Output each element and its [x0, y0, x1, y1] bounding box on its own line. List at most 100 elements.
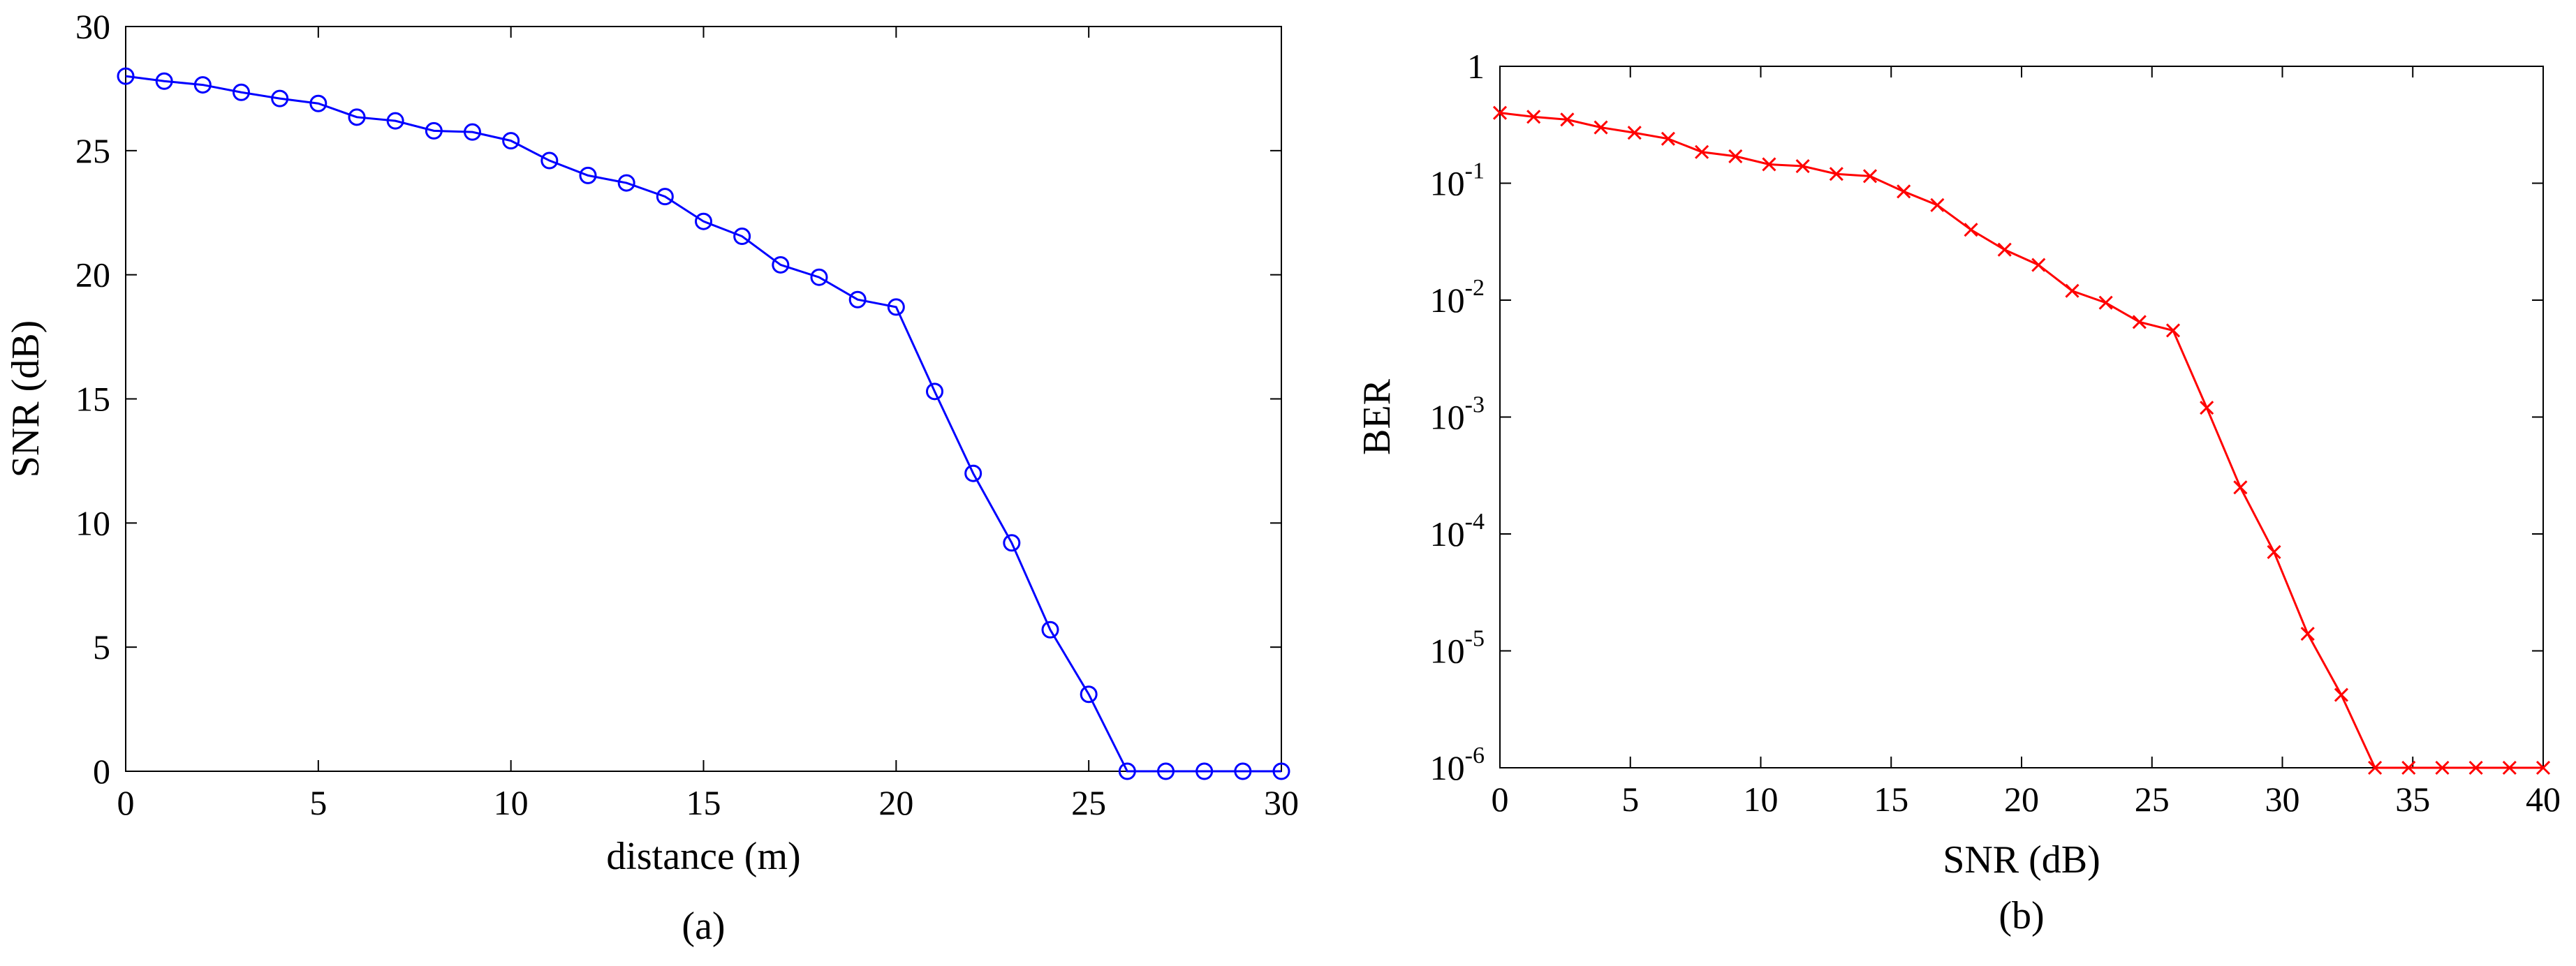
marker-stroke	[2368, 760, 2383, 775]
data-point	[2267, 544, 2281, 560]
x-tick-label: 5	[309, 783, 327, 822]
x-tick-label: 30	[1264, 783, 1299, 822]
data-point	[579, 166, 597, 184]
y-axis-title: BER	[1355, 378, 1399, 455]
marker-stroke	[2233, 480, 2248, 495]
data-point	[2368, 760, 2383, 775]
y-axis-title: SNR (dB)	[4, 320, 47, 478]
marker-stroke	[1492, 105, 1508, 120]
data-point	[1728, 149, 1743, 163]
y-tick-label: 10-5	[1430, 626, 1485, 671]
data-point	[1195, 762, 1214, 780]
x-tick-label: 10	[494, 783, 529, 822]
marker-stroke	[2401, 760, 2416, 775]
series-line	[1499, 112, 2543, 769]
data-point	[2132, 315, 2147, 329]
data-point	[2401, 760, 2416, 775]
data-point	[848, 290, 867, 309]
data-point	[1795, 158, 1810, 174]
data-point	[617, 174, 635, 192]
marker-stroke	[1795, 158, 1810, 174]
x-tick-label: 0	[1492, 780, 1509, 819]
x-axis-title: SNR (dB)	[1943, 838, 2100, 882]
y-tick-label: 10-2	[1430, 275, 1485, 320]
marker-stroke	[1829, 167, 1843, 181]
data-point	[233, 83, 250, 101]
x-tick-label: 15	[1874, 780, 1908, 819]
plot-frame	[125, 26, 1282, 772]
data-point	[1997, 242, 2012, 257]
marker-stroke	[1964, 223, 1978, 237]
figure-caption: (b)	[1999, 894, 2044, 937]
data-point	[2535, 760, 2551, 775]
data-point	[425, 121, 443, 140]
marker-stroke	[1862, 169, 1878, 184]
data-point	[1118, 762, 1136, 780]
data-point	[155, 72, 173, 90]
data-point	[2065, 283, 2080, 298]
y-tick-label: 5	[93, 627, 110, 667]
chart-b-ber-vs-snr: 0 5 10 15 20 25 30 35 40 1 10-1 10-2 10-3 10-4 10-5 10-…	[1355, 47, 2561, 937]
y-tick-label: 30	[75, 7, 110, 46]
data-point	[733, 228, 751, 246]
x-tick-label: 25	[1071, 783, 1106, 822]
plot-frame	[1499, 66, 2544, 768]
data-point	[1560, 112, 1575, 127]
data-point	[2165, 323, 2181, 338]
marker-stroke	[1930, 198, 1945, 212]
marker-stroke	[2065, 283, 2080, 298]
data-point	[2098, 295, 2113, 310]
data-point	[1661, 131, 1675, 146]
data-point	[464, 123, 481, 141]
data-point	[1157, 762, 1175, 780]
data-point	[1930, 198, 1945, 212]
data-point	[810, 268, 828, 286]
data-point	[540, 151, 559, 170]
marker-stroke	[2435, 760, 2450, 775]
data-point	[1526, 110, 1541, 124]
marker-stroke	[2200, 401, 2214, 415]
data-point	[117, 67, 135, 85]
data-point	[193, 76, 212, 94]
data-point	[1594, 120, 1608, 135]
data-point	[386, 112, 404, 130]
marker-stroke	[1997, 242, 2012, 257]
marker-stroke	[1661, 131, 1675, 146]
data-point	[1897, 184, 1911, 199]
marker-stroke	[1560, 112, 1575, 127]
data-point	[1964, 223, 1978, 237]
figure-caption: (a)	[682, 905, 725, 948]
x-tick-label: 10	[1744, 780, 1779, 819]
data-point	[1492, 105, 1508, 120]
data-point	[926, 382, 943, 401]
x-tick-label: 20	[878, 783, 913, 822]
x-axis-title: distance (m)	[606, 835, 800, 878]
marker-stroke	[2098, 295, 2113, 310]
data-point	[1862, 169, 1878, 184]
data-point	[2200, 401, 2214, 415]
marker-stroke	[1627, 126, 1642, 140]
data-point	[964, 464, 982, 482]
data-point	[695, 212, 712, 230]
marker-stroke	[2300, 626, 2315, 641]
y-tick-label: 10-4	[1430, 509, 1485, 553]
data-point	[1272, 762, 1290, 780]
x-tick-label: 25	[2135, 780, 2170, 819]
marker-stroke	[1594, 120, 1608, 135]
data-point	[309, 94, 327, 112]
series-line	[125, 75, 1281, 773]
marker-stroke	[2468, 760, 2483, 775]
x-tick-label: 20	[2004, 780, 2039, 819]
marker-stroke	[1762, 157, 1776, 172]
y-tick-label: 25	[75, 131, 110, 170]
y-tick-label: 10-6	[1430, 743, 1485, 787]
marker-stroke	[2267, 544, 2281, 560]
data-point	[887, 298, 905, 316]
data-point	[1627, 126, 1642, 140]
data-point	[348, 108, 366, 126]
marker-stroke	[2334, 688, 2348, 702]
y-tick-label: 20	[75, 255, 110, 295]
data-point	[2468, 760, 2483, 775]
